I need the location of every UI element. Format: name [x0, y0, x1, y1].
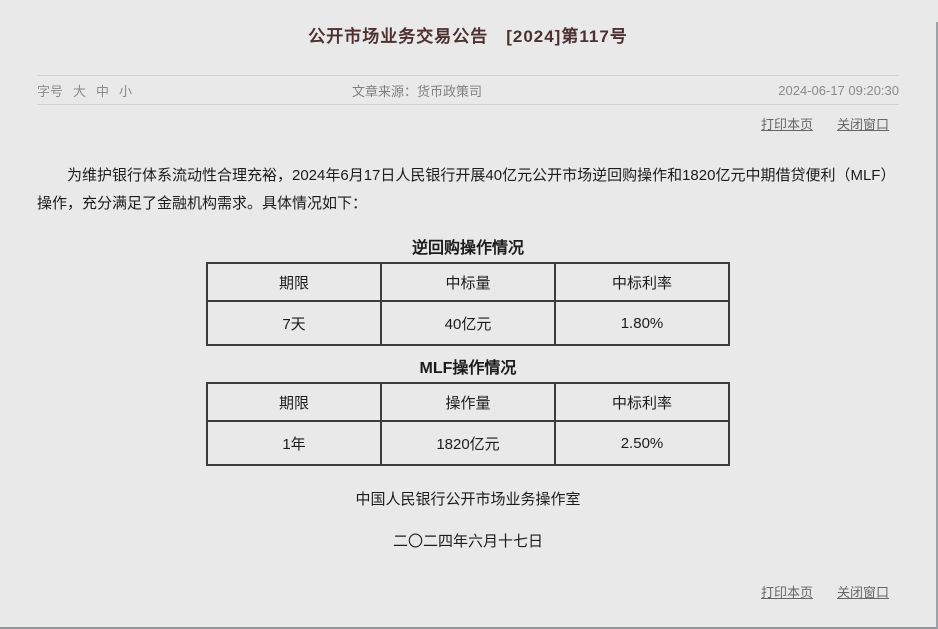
column-header-winning-rate: 中标利率	[554, 262, 730, 302]
mlf-table: 期限 操作量 中标利率 1年 1820亿元 2.50%	[206, 382, 730, 466]
table-header-row: 期限 中标量 中标利率	[206, 262, 730, 302]
page-title: 公开市场业务交易公告 [2024]第117号	[308, 27, 628, 46]
column-header-winning-rate: 中标利率	[554, 382, 730, 422]
cell-volume: 40亿元	[380, 300, 556, 346]
table-header-row: 期限 操作量 中标利率	[206, 382, 730, 422]
article-source: 文章来源：货币政策司	[352, 83, 483, 99]
font-size-small[interactable]: 小	[119, 83, 133, 99]
meta-bar: 字号 大 中 小 文章来源：货币政策司 2024-06-17 09:20:30	[37, 75, 899, 105]
cell-volume: 1820亿元	[380, 420, 556, 466]
cell-term: 1年	[206, 420, 382, 466]
reverse-repo-table: 期限 中标量 中标利率 7天 40亿元 1.80%	[206, 262, 730, 346]
top-action-links: 打印本页 关闭窗口	[37, 114, 899, 132]
close-window-link[interactable]: 关闭窗口	[836, 585, 889, 600]
reverse-repo-section-heading: 逆回购操作情况	[411, 240, 524, 257]
close-window-link[interactable]: 关闭窗口	[836, 117, 889, 132]
column-header-term: 期限	[206, 382, 382, 422]
bottom-action-links: 打印本页 关闭窗口	[37, 582, 899, 600]
signature-date: 二〇二四年六月十七日	[392, 533, 543, 550]
publish-datetime: 2024-06-17 09:20:30	[778, 82, 899, 98]
font-size-medium[interactable]: 中	[96, 83, 110, 99]
table-row: 7天 40亿元 1.80%	[206, 300, 730, 346]
announcement-body-paragraph: 为维护银行体系流动性合理充裕，2024年6月17日人民银行开展40亿元公开市场逆…	[37, 167, 896, 212]
font-size-label: 字号	[37, 83, 64, 99]
column-header-operation-volume: 操作量	[380, 382, 556, 422]
cell-term: 7天	[206, 300, 382, 346]
column-header-term: 期限	[206, 262, 382, 302]
mlf-section-heading: MLF操作情况	[419, 360, 517, 377]
table-row: 1年 1820亿元 2.50%	[206, 420, 730, 466]
font-size-large[interactable]: 大	[73, 83, 87, 99]
cell-rate: 1.80%	[554, 300, 730, 346]
announcement-page: 公开市场业务交易公告 [2024]第117号 字号 大 中 小 文章来源：货币政…	[0, 22, 936, 600]
column-header-winning-volume: 中标量	[380, 262, 556, 302]
print-page-link[interactable]: 打印本页	[760, 117, 813, 132]
font-size-switcher: 字号 大 中 小	[37, 81, 352, 100]
print-page-link[interactable]: 打印本页	[760, 585, 813, 600]
issuing-office-signature: 中国人民银行公开市场业务操作室	[355, 491, 581, 508]
cell-rate: 2.50%	[554, 420, 730, 466]
